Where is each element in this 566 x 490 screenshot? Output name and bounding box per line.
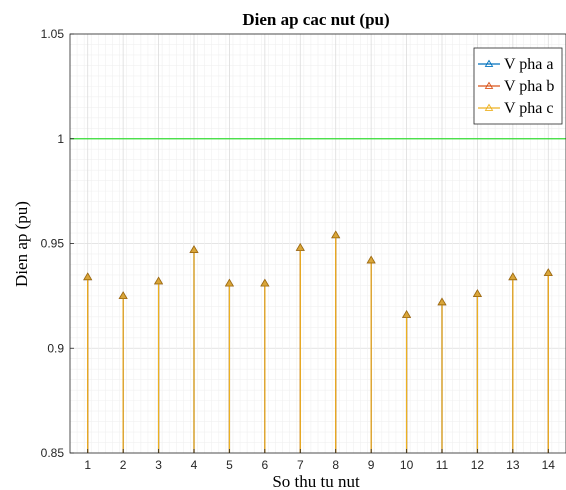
stem-marker	[508, 272, 518, 281]
stem-marker	[224, 278, 234, 287]
y-tick-label: 0.85	[41, 446, 65, 460]
x-axis-label: So thu tu nut	[272, 472, 360, 490]
y-tick-label: 0.9	[47, 341, 64, 355]
stem-marker	[543, 268, 553, 276]
y-axis-label: Dien ap (pu)	[12, 201, 31, 287]
legend-marker	[484, 103, 494, 111]
x-tick-label: 10	[400, 458, 414, 472]
y-tick-label: 1.05	[41, 27, 65, 41]
x-tick-label: 5	[226, 458, 233, 472]
stems-group	[83, 230, 553, 453]
x-tick-label: 13	[506, 458, 520, 472]
stem-marker	[366, 255, 376, 264]
x-tick-label: 7	[297, 458, 304, 472]
x-tick-label: 4	[191, 458, 198, 472]
x-tick-label: 2	[120, 458, 127, 472]
y-tick-label: 0.95	[41, 237, 65, 251]
x-tick-label: 9	[368, 458, 375, 472]
x-tick-label: 6	[262, 458, 269, 472]
stem-marker	[472, 289, 482, 297]
stem-marker	[331, 230, 341, 239]
stem-marker	[402, 310, 412, 318]
legend-marker	[484, 59, 494, 67]
stem-marker	[83, 272, 93, 281]
x-tick-label: 11	[436, 458, 449, 472]
x-tick-label: 3	[155, 458, 162, 472]
legend-label: V pha a	[504, 56, 553, 73]
stem-marker	[437, 297, 447, 306]
stem-marker	[118, 291, 128, 299]
stem-marker	[189, 245, 199, 253]
x-tick-label: 14	[542, 458, 556, 472]
stem-marker	[295, 243, 305, 251]
stem-marker	[154, 276, 164, 285]
legend: V pha a V pha b V pha c	[473, 47, 563, 125]
stem-marker	[260, 278, 270, 287]
x-tick-label: 12	[471, 458, 485, 472]
series-3	[83, 230, 553, 453]
legend-marker	[484, 81, 494, 89]
chart-title: Dien ap cac nut (pu)	[242, 10, 389, 29]
legend-label: V pha b	[504, 78, 554, 95]
legend-label: V pha c	[504, 100, 553, 117]
x-tick-label: 8	[332, 458, 339, 472]
x-tick-label: 1	[84, 458, 91, 472]
y-tick-label: 1	[57, 132, 64, 146]
